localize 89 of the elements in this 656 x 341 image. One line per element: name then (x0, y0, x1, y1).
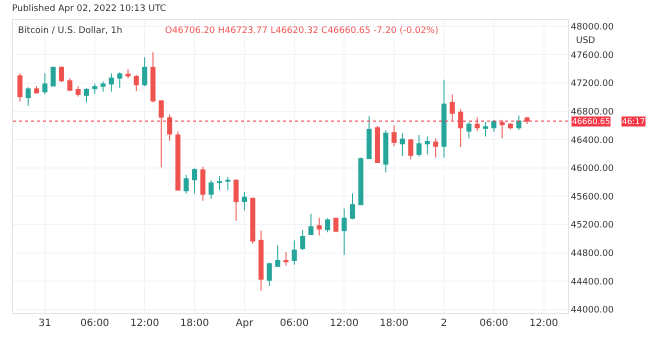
candlestick (433, 138, 438, 158)
candlestick (292, 240, 297, 266)
candlestick (508, 122, 514, 130)
y-tick-label: 44000.00 (570, 306, 614, 316)
candlestick (325, 218, 330, 233)
candlestick (474, 116, 480, 132)
text: USD (576, 36, 596, 46)
candlestick (208, 180, 214, 200)
y-tick-label: 46400.00 (570, 136, 614, 146)
candlestick (416, 134, 422, 158)
candlestick (125, 68, 131, 79)
candlestick (216, 176, 222, 191)
candlestick (392, 124, 397, 147)
candlestick (184, 174, 189, 194)
candlestick (234, 178, 239, 222)
candlestick (34, 86, 40, 94)
candlestick (358, 157, 364, 206)
candlestick (342, 208, 347, 256)
candlestick (483, 121, 488, 138)
x-tick-label: Apr (236, 318, 254, 329)
candlestick (117, 72, 122, 88)
candlestick (308, 213, 314, 236)
candlestick (316, 217, 322, 236)
candlestick (258, 230, 264, 292)
y-tick-label: 46000.00 (570, 164, 614, 174)
y-tick-label: 46800.00 (570, 107, 614, 118)
candlestick (50, 66, 56, 88)
candlestick (424, 136, 430, 155)
x-tick-label: 18:00 (180, 318, 209, 329)
candlestick (42, 72, 48, 95)
x-tick-label: 2 (440, 318, 448, 329)
candlestick (200, 166, 206, 202)
candlestick (142, 56, 148, 87)
candlestick (67, 78, 72, 92)
candlestick (441, 79, 447, 158)
candlestick (458, 108, 464, 148)
x-tick-label: 18:00 (380, 318, 409, 329)
candlestick (500, 119, 505, 139)
candlestick (450, 94, 455, 121)
candlestick (175, 131, 180, 191)
candlestick (374, 126, 380, 164)
x-tick-label: 12:00 (330, 318, 359, 329)
candlestick (58, 66, 64, 83)
y-tick-label: 47600.00 (570, 50, 614, 61)
candlestick (466, 121, 472, 139)
x-tick-label: 06:00 (280, 318, 309, 329)
candlestick (350, 192, 356, 220)
candlestick (383, 130, 388, 173)
candlestick (300, 229, 306, 251)
candlestick (250, 198, 256, 244)
x-tick-label: 31 (38, 318, 52, 329)
candlestick (76, 86, 81, 98)
candlestick (516, 114, 522, 131)
candlestick (17, 72, 22, 102)
candlestick (92, 83, 98, 94)
candlestick (491, 119, 496, 132)
candlestick (108, 72, 114, 92)
candlestick (242, 191, 247, 212)
text: 46:17 (622, 117, 646, 126)
candlestick (167, 114, 172, 142)
candlestick (100, 80, 106, 92)
candlestick (408, 138, 414, 160)
candlestick (275, 244, 280, 268)
candlestick (400, 132, 405, 157)
x-tick-label: 12:00 (529, 318, 558, 329)
candlestick (26, 86, 31, 106)
candlestick (192, 168, 198, 194)
candlestick (366, 116, 372, 160)
text: Published Apr 02, 2022 10:13 UTC (12, 4, 166, 14)
candlestick (134, 74, 139, 92)
candlestick (283, 252, 289, 266)
candlestick (158, 99, 164, 168)
x-tick-label: 06:00 (479, 318, 508, 329)
y-tick-label: 47200.00 (570, 79, 614, 90)
ref-line-label: 46660.65 (572, 117, 610, 126)
x-tick-label: 12:00 (130, 318, 160, 329)
candlestick (150, 52, 156, 103)
candlestick (333, 218, 338, 233)
text: Bitcoin / U.S. Dollar, 1h (18, 26, 122, 36)
x-tick-label: 06:00 (80, 318, 110, 329)
y-tick-label: 45200.00 (570, 220, 614, 231)
y-tick-label: 45600.00 (570, 192, 614, 202)
candlestick (225, 176, 230, 191)
y-tick-label: 48000.00 (570, 22, 614, 33)
y-tick-label: 44800.00 (570, 248, 614, 259)
y-tick-label: 44400.00 (570, 277, 614, 288)
annotation: O46706.20 H46723.77 L46620.32 C46660.65 -7.20 (-0.02%) (165, 26, 438, 36)
candlestick (84, 87, 89, 103)
candlestick (266, 262, 272, 286)
